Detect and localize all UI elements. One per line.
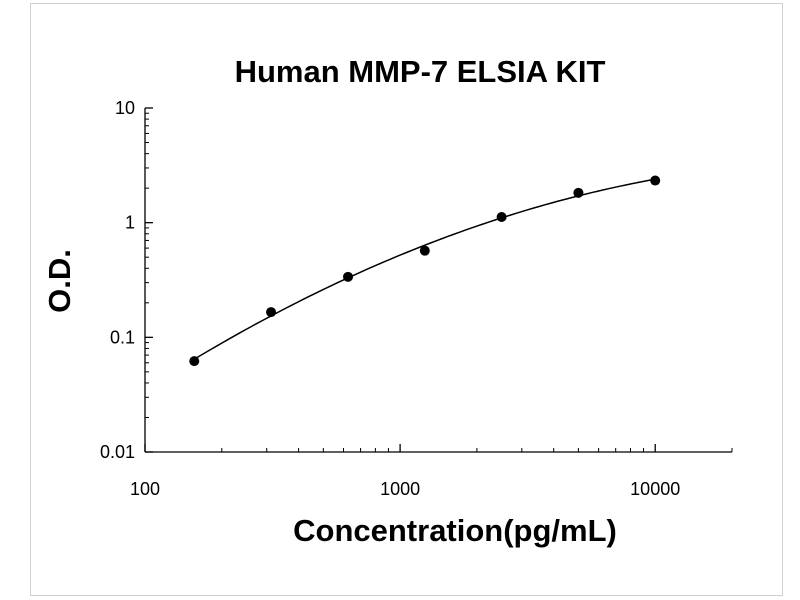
y-tick-label: 1 xyxy=(125,213,135,233)
x-tick-label: 10000 xyxy=(630,479,680,499)
data-point xyxy=(496,212,507,223)
y-tick-label: 0.1 xyxy=(110,327,135,347)
data-point xyxy=(650,175,661,186)
data-point xyxy=(343,271,354,282)
data-point xyxy=(573,187,584,198)
data-points xyxy=(189,175,661,367)
chart-frame xyxy=(30,3,783,596)
y-tick-label: 10 xyxy=(115,98,135,118)
chart-title: Human MMP-7 ELSIA KIT xyxy=(235,54,606,89)
y-axis-ticks: 10 1 0.1 0.01 xyxy=(100,98,153,462)
y-tick-label: 0.01 xyxy=(100,442,135,462)
x-axis-title: Concentration(pg/mL) xyxy=(293,513,617,548)
x-axis-ticks: 100 1000 10000 xyxy=(130,444,733,499)
data-point xyxy=(189,356,200,367)
x-tick-label: 1000 xyxy=(380,479,420,499)
data-point xyxy=(266,307,277,318)
y-axis-title: O.D. xyxy=(42,249,77,313)
x-tick-label: 100 xyxy=(130,479,160,499)
fit-curve xyxy=(193,178,656,360)
data-point xyxy=(419,245,430,256)
